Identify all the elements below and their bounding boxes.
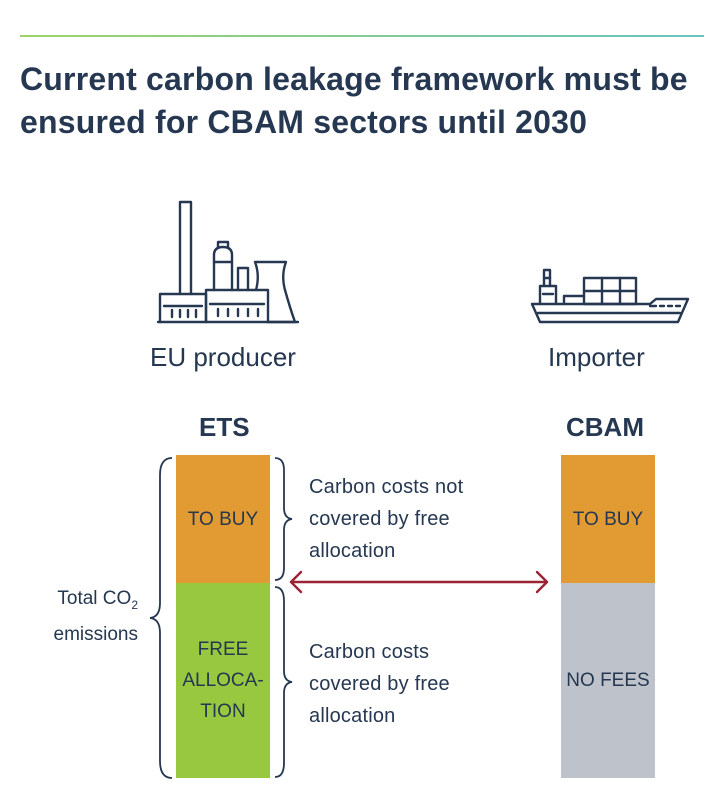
covered-line-2: covered by free (309, 673, 450, 695)
not-covered-brace (274, 457, 293, 581)
co2-subscript: 2 (131, 597, 138, 612)
page-title: Current carbon leakage framework must be… (20, 61, 688, 140)
total-co2-emissions-label: Total CO2 emissions (20, 584, 138, 650)
free-allocation-line-3: TION (200, 701, 246, 722)
factory-icon (156, 200, 300, 324)
ets-header: ETS (199, 412, 250, 442)
free-allocation-line-1: FREE (197, 639, 249, 660)
covered-line-1: Carbon costs (309, 641, 430, 663)
total-co2-text: Total CO (57, 588, 132, 609)
cbam-to-buy-block: TO BUY (561, 455, 655, 583)
cbam-no-fees-block: NO FEES (561, 583, 655, 778)
total-emissions-brace (149, 457, 173, 779)
importer-label: Importer (548, 342, 645, 372)
covered-line-3: allocation (309, 705, 396, 727)
not-covered-description: Carbon costs not covered by free allocat… (309, 471, 463, 567)
cbam-header: CBAM (566, 412, 644, 442)
eu-producer-label: EU producer (150, 342, 296, 372)
comparison-double-arrow (289, 570, 549, 594)
free-allocation-line-2: ALLOCA- (182, 670, 264, 691)
top-divider (20, 35, 704, 37)
ets-free-allocation-block: FREE ALLOCA- TION (176, 583, 270, 778)
not-covered-line-3: allocation (309, 540, 396, 562)
cargo-ship-icon (530, 268, 690, 324)
cbam-to-buy-label: TO BUY (572, 508, 644, 530)
not-covered-line-1: Carbon costs not (309, 476, 464, 498)
covered-description: Carbon costs covered by free allocation (309, 636, 450, 732)
ets-to-buy-label: TO BUY (187, 508, 259, 530)
cbam-no-fees-label: NO FEES (566, 670, 650, 691)
ets-to-buy-block: TO BUY (176, 455, 270, 583)
covered-brace (274, 586, 293, 778)
not-covered-line-2: covered by free (309, 508, 450, 530)
emissions-text: emissions (53, 623, 138, 645)
